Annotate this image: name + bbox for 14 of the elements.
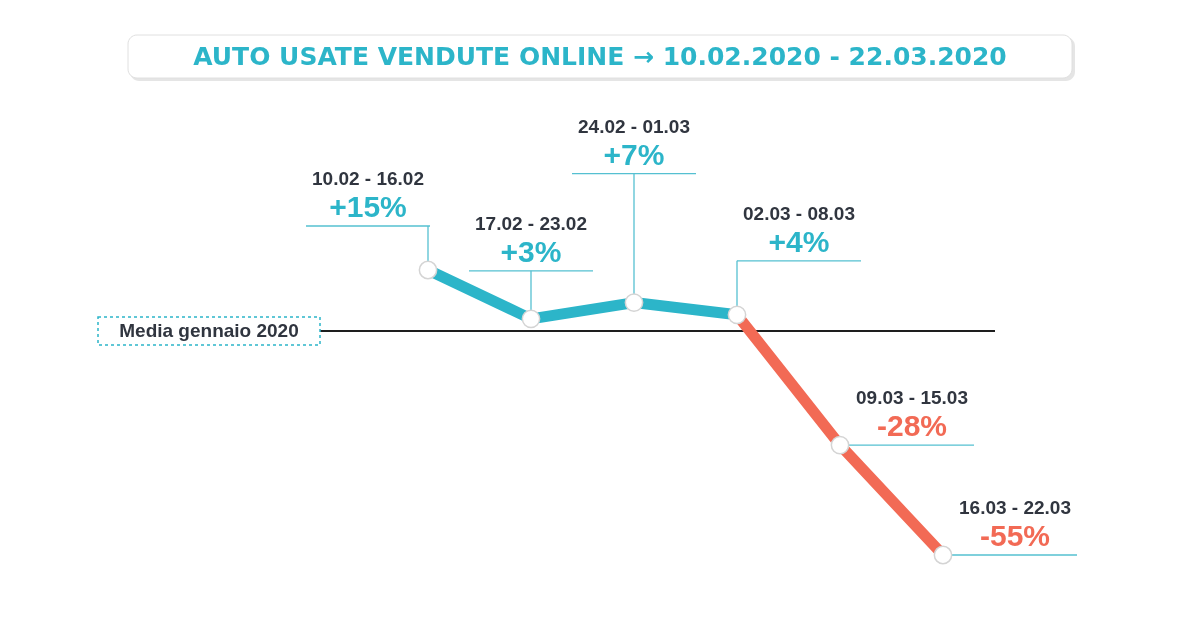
data-label: -55% xyxy=(979,519,1051,552)
chart-title: AUTO USATE VENDUTE ONLINE → 10.02.2020 - 22.03.2020 xyxy=(193,42,1007,71)
text: 24.02 - 01.03 xyxy=(578,115,690,137)
data-label: -28% xyxy=(876,409,948,443)
text: 17.02 - 23.02 xyxy=(475,212,587,234)
text: 02.03 - 08.03 xyxy=(743,202,855,224)
data-label: +15% xyxy=(329,190,407,223)
annotation: 16.03 - 22.03 xyxy=(959,497,1071,518)
data-label: +7% xyxy=(603,137,665,171)
text: 10.02 - 16.02 xyxy=(312,168,424,189)
data-label: +4% xyxy=(768,224,830,258)
data-label: +3% xyxy=(500,234,562,268)
annotation: 09.03 - 15.03 xyxy=(856,387,968,409)
ref-line-label: Media gennaio 2020 xyxy=(119,320,299,342)
